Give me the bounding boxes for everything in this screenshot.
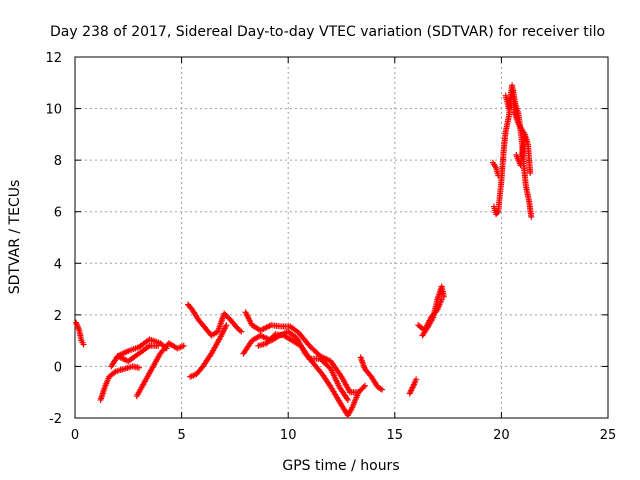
x-tick-label: 5 [177, 428, 185, 443]
x-tick-label: 10 [280, 428, 297, 443]
data-point [379, 386, 386, 393]
plot-frame [74, 56, 609, 419]
y-tick-label: 0 [54, 360, 62, 375]
y-axis-label: SDTVAR / TECUs [7, 180, 23, 295]
y-tick-label: -2 [49, 412, 62, 427]
data-point [155, 342, 162, 349]
data-point [413, 376, 420, 383]
data-point [494, 210, 501, 217]
grid [75, 57, 608, 418]
data-point [135, 364, 142, 371]
x-tick-label: 0 [71, 428, 79, 443]
x-axis-label: GPS time / hours [282, 458, 399, 474]
y-tick-label: 8 [54, 154, 62, 169]
y-tick-label: 2 [54, 309, 62, 324]
data-point [528, 213, 535, 220]
data-point [360, 384, 367, 391]
axis-ticks: 0 5 10 15 20 25 -2 0 2 4 6 8 10 12 [45, 51, 616, 443]
data-point [527, 170, 534, 177]
y-tick-label: 4 [54, 257, 62, 272]
y-tick-label: 12 [45, 51, 62, 66]
x-tick-label: 15 [387, 428, 404, 443]
data-point [440, 293, 447, 300]
data-point [223, 322, 230, 329]
y-tick-label: 10 [45, 103, 62, 118]
data-marks [73, 82, 535, 419]
chart-title: Day 238 of 2017, Sidereal Day-to-day VTE… [50, 24, 605, 40]
data-point [238, 328, 245, 335]
data-point [344, 396, 351, 403]
x-tick-label: 20 [493, 428, 510, 443]
data-point [180, 342, 187, 349]
data-point [361, 382, 368, 389]
x-tick-label: 25 [600, 428, 617, 443]
data-point [521, 133, 528, 140]
data-point [80, 341, 87, 348]
y-tick-label: 6 [54, 206, 62, 221]
data-point [271, 332, 278, 339]
